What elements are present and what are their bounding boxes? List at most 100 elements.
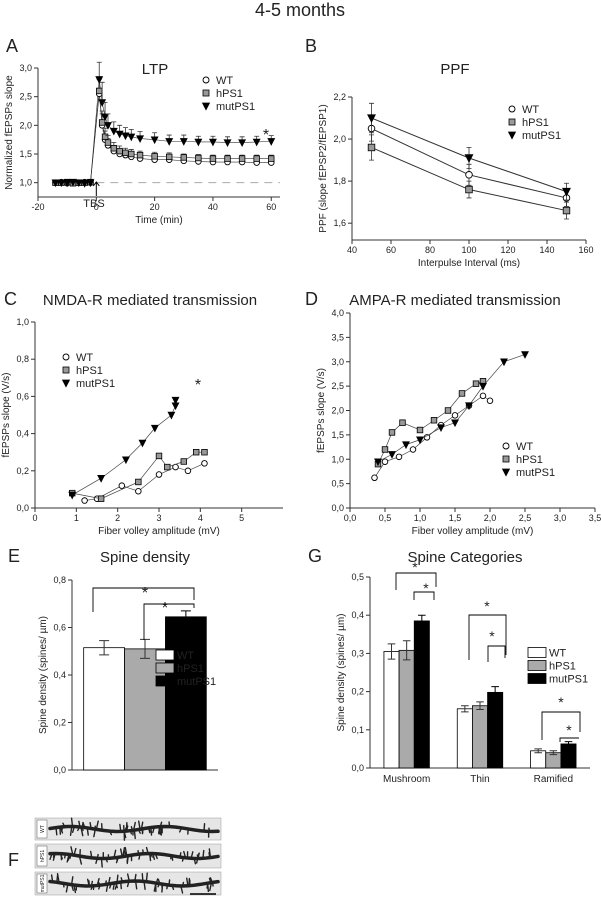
annotation: * <box>558 694 564 710</box>
chart-panel: C NMDA-R mediated transmission 0,0 0,2 0,4 0,… <box>1 289 283 537</box>
legend-marker <box>202 76 210 84</box>
spine <box>137 849 140 855</box>
error-bar <box>140 638 150 659</box>
annotation: * <box>195 377 201 394</box>
series-line <box>377 380 484 465</box>
marker <box>402 441 410 450</box>
y-tick-label: 2,0 <box>19 120 32 130</box>
marker <box>562 206 571 215</box>
x-tick-label: 20 <box>150 202 160 212</box>
y-tick-label: 0,8 <box>53 575 66 585</box>
marker <box>430 417 438 424</box>
marker <box>500 358 508 367</box>
marker <box>223 139 232 148</box>
spine <box>64 853 67 859</box>
y-tick-label: 2,5 <box>19 92 32 102</box>
spine <box>96 878 100 887</box>
marker <box>155 471 163 478</box>
panel-letter: B <box>305 36 317 56</box>
spine <box>90 885 94 890</box>
marker <box>121 132 130 141</box>
x-axis-label: Fiber volley amplitude (mV) <box>412 526 534 537</box>
marker <box>118 482 126 489</box>
significance-bracket <box>487 645 506 662</box>
marker <box>150 136 159 145</box>
spine <box>141 873 144 883</box>
x-tick-label: 60 <box>266 202 276 212</box>
marker <box>209 155 217 162</box>
y-tick-label: 0,8 <box>16 354 29 364</box>
x-tick-label: -20 <box>31 202 44 212</box>
marker <box>472 380 480 387</box>
spine <box>145 872 148 883</box>
spine <box>203 822 206 832</box>
legend-label: WT <box>216 75 233 87</box>
marker <box>127 133 136 142</box>
spine <box>209 877 213 884</box>
marker <box>136 151 144 159</box>
y-tick-label: 2,5 <box>331 381 344 391</box>
marker <box>521 351 529 359</box>
legend-swatch <box>527 673 547 684</box>
legend-label: mutPS1 <box>177 676 216 688</box>
marker <box>51 179 60 188</box>
bar <box>487 691 504 769</box>
spine <box>193 857 197 865</box>
spine <box>183 850 187 859</box>
error-bar <box>549 750 558 756</box>
marker <box>367 114 376 124</box>
error-bar <box>99 640 110 656</box>
marker <box>437 424 445 433</box>
annotation: * <box>162 600 168 617</box>
marker <box>253 155 260 162</box>
bar <box>383 651 400 769</box>
bar <box>83 647 125 771</box>
y-axis-label: Normalized fEPSPs slope <box>4 75 15 190</box>
x-tick-label: 0,5 <box>379 513 392 523</box>
y-tick-label: 1,0 <box>331 454 344 464</box>
spine <box>148 852 152 862</box>
label-box <box>36 819 48 839</box>
marker <box>465 402 473 411</box>
legend-label: WT <box>177 650 194 662</box>
x-tick-label: 60 <box>386 245 396 255</box>
spine <box>157 882 161 888</box>
spine <box>149 852 153 858</box>
legend-marker <box>508 118 516 126</box>
y-tick-label: 3,5 <box>331 332 344 342</box>
legend-label: hPS1 <box>516 454 543 466</box>
error-bar <box>180 610 191 624</box>
marker <box>464 154 474 163</box>
spine <box>209 881 213 892</box>
y-tick-label: 0,0 <box>53 765 66 775</box>
marker <box>192 448 200 456</box>
x-tick-label: 40 <box>208 202 218 212</box>
y-tick-label: 0,5 <box>351 572 364 582</box>
spine <box>55 826 58 836</box>
y-axis-label: Spine density (spines/ µm) <box>38 616 49 734</box>
spine <box>208 877 212 884</box>
spine <box>206 882 209 889</box>
marker <box>101 113 110 122</box>
y-tick-label: 2,0 <box>333 134 346 144</box>
x-tick-label: 4 <box>198 513 203 523</box>
y-tick-label: 0,2 <box>53 718 66 728</box>
tbs-arrow <box>92 181 100 196</box>
panel-letter: D <box>305 289 318 309</box>
spine <box>95 857 98 864</box>
marker <box>180 154 187 161</box>
marker <box>367 143 376 152</box>
spine <box>93 828 97 838</box>
significance-bracket <box>92 587 195 612</box>
legend-marker <box>62 366 70 374</box>
spine <box>141 828 144 835</box>
marker <box>101 133 109 140</box>
y-tick-label: 0,4 <box>53 670 66 680</box>
spine <box>171 855 174 861</box>
y-axis-label: fEPSPs slope (V/s) <box>1 372 12 457</box>
micrograph <box>34 817 222 841</box>
marker <box>201 460 208 467</box>
x-tick-label: 5 <box>239 513 244 523</box>
spine <box>56 873 60 884</box>
spine <box>126 880 130 888</box>
